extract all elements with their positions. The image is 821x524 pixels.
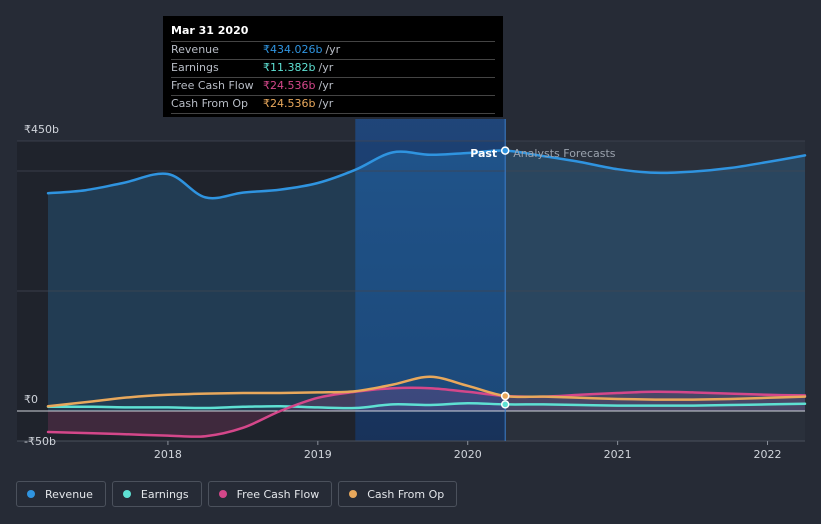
legend: Revenue Earnings Free Cash Flow Cash Fro…	[16, 481, 458, 507]
legend-item-revenue[interactable]: Revenue	[16, 481, 106, 507]
legend-label: Cash From Op	[367, 487, 445, 501]
tooltip-row-cash-from-op: Cash From Op ₹24.536b /yr	[171, 96, 495, 114]
free-cash-flow-dot-icon	[218, 490, 227, 498]
revenue-dot-icon	[27, 490, 35, 498]
tooltip-label: Earnings	[171, 61, 219, 74]
legend-label: Free Cash Flow	[236, 487, 320, 501]
legend-label: Revenue	[45, 487, 93, 501]
revenue-marker	[500, 146, 510, 155]
tooltip-value: ₹434.026b	[263, 43, 323, 56]
tooltip-value: ₹24.536b	[263, 79, 316, 92]
cash-from-op-dot-icon	[349, 490, 358, 498]
tooltip-unit: /yr	[318, 97, 334, 110]
revenue-line	[46, 149, 807, 200]
tooltip-unit: /yr	[318, 61, 334, 74]
tooltip-row-free-cash-flow: Free Cash Flow ₹24.536b /yr	[171, 78, 495, 96]
x-tick-label: 2022	[754, 448, 782, 461]
tooltip-label: Cash From Op	[171, 97, 249, 110]
tooltip-value: ₹24.536b	[263, 97, 316, 110]
x-tick-label: 2020	[454, 448, 482, 461]
earnings-line	[46, 401, 807, 410]
tooltip-date: Mar 31 2020	[171, 22, 495, 42]
tooltip-label: Free Cash Flow	[171, 79, 254, 92]
tooltip-unit: /yr	[325, 43, 341, 56]
free-cash-flow-line	[46, 386, 807, 438]
tooltip-unit: /yr	[318, 79, 334, 92]
forecast-label: Analysts Forecasts	[513, 147, 616, 160]
financials-chart: ₹450b ₹0 -₹50b 2018 2019 2020 2021 2022 Past Ana…	[17, 119, 807, 461]
tooltip-row-revenue: Revenue ₹434.026b /yr	[171, 42, 495, 60]
legend-item-earnings[interactable]: Earnings	[111, 481, 202, 507]
earnings-dot-icon	[122, 490, 131, 498]
cash-from-op-marker	[500, 391, 510, 401]
y-tick-label: -₹50b	[24, 435, 56, 448]
tooltip-row-earnings: Earnings ₹11.382b /yr	[171, 60, 495, 78]
x-tick-label: 2018	[154, 448, 182, 461]
tooltip-label: Revenue	[171, 43, 219, 56]
cash-from-op-line	[46, 375, 807, 408]
tooltip-value: ₹11.382b	[263, 61, 316, 74]
tooltip: Mar 31 2020 Revenue ₹434.026b /yr Earnin…	[163, 16, 503, 117]
x-tick-label: 2019	[304, 448, 332, 461]
revenue-area	[48, 150, 805, 412]
past-label: Past	[470, 147, 497, 160]
legend-label: Earnings	[140, 487, 189, 501]
y-tick-label: ₹450b	[24, 123, 59, 136]
legend-item-cash-from-op[interactable]: Cash From Op	[338, 481, 458, 507]
earnings-marker	[500, 400, 510, 409]
y-tick-label: ₹0	[24, 393, 38, 406]
legend-item-free-cash-flow[interactable]: Free Cash Flow	[207, 481, 333, 507]
x-tick-label: 2021	[604, 448, 632, 461]
